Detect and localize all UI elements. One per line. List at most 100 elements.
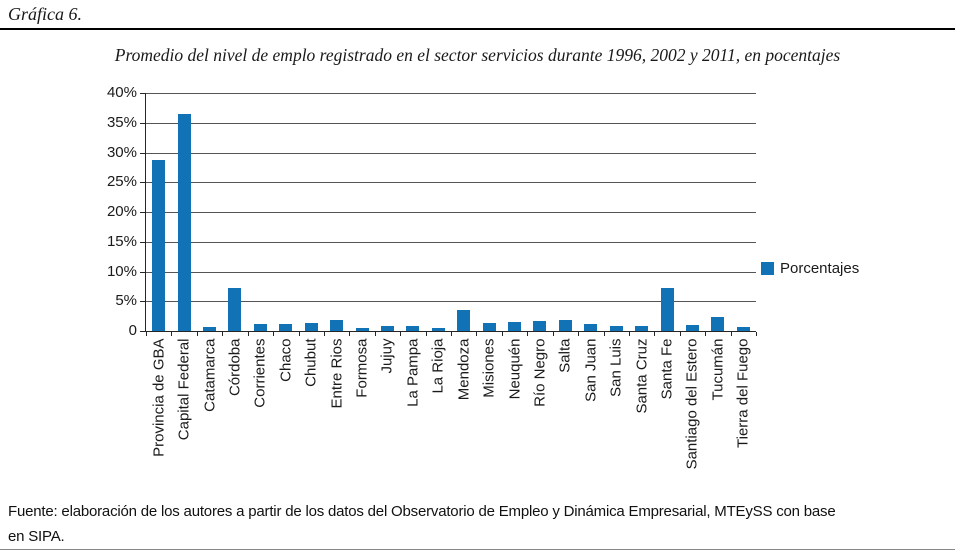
bar: [686, 325, 699, 331]
gridline: [146, 182, 756, 183]
source-note-line: en SIPA.: [8, 528, 65, 545]
bar: [152, 160, 165, 331]
x-axis-label: Capital Federal: [175, 338, 193, 441]
bar: [483, 323, 496, 331]
y-axis-tick: [140, 153, 145, 154]
bar: [356, 328, 369, 331]
x-axis-label: Tierra del Fuego: [734, 338, 752, 449]
x-axis-tick: [349, 332, 350, 336]
bar: [406, 326, 419, 331]
x-axis-tick: [375, 332, 376, 336]
x-axis-tick: [654, 332, 655, 336]
bar: [661, 288, 674, 331]
x-axis-label: Neuquén: [506, 338, 524, 400]
y-axis-label: 5%: [115, 292, 137, 309]
y-axis-tick: [140, 182, 145, 183]
gridline: [146, 212, 756, 213]
bar: [279, 324, 292, 331]
bar: [711, 317, 724, 331]
y-axis-label: 35%: [106, 114, 137, 131]
x-axis-label: Entre Rios: [328, 338, 346, 409]
x-axis-label: Santa Fe: [658, 338, 676, 400]
x-axis-tick: [578, 332, 579, 336]
bar: [254, 324, 267, 331]
x-axis-label: Salta: [556, 338, 574, 373]
x-axis-label: Misiones: [480, 338, 498, 398]
gridline: [146, 272, 756, 273]
x-axis-line: [141, 331, 756, 332]
x-axis-tick: [680, 332, 681, 336]
y-axis-label: 0: [128, 322, 137, 339]
bar: [305, 323, 318, 331]
bar: [610, 326, 623, 331]
y-axis-label: 10%: [106, 263, 137, 280]
bar: [203, 327, 216, 331]
x-axis-tick: [197, 332, 198, 336]
x-axis-tick: [604, 332, 605, 336]
x-axis-label: Santiago del Estero: [683, 338, 701, 470]
x-axis-tick: [731, 332, 732, 336]
x-axis-tick: [756, 332, 757, 336]
gridline: [146, 93, 756, 94]
gridline: [146, 123, 756, 124]
bar: [178, 114, 191, 331]
x-axis-label: Formosa: [353, 338, 371, 398]
x-axis-label: La Pampa: [404, 338, 422, 407]
source-note: Fuente: elaboración de los autores a par…: [8, 499, 952, 549]
x-axis-tick: [273, 332, 274, 336]
y-axis-label: 40%: [106, 84, 137, 101]
top-rule-divider: [0, 28, 955, 30]
legend-color-swatch: [761, 262, 774, 275]
x-axis-label: Corrientes: [251, 338, 269, 408]
x-axis-tick: [705, 332, 706, 336]
y-axis-tick: [140, 301, 145, 302]
bar: [330, 320, 343, 331]
bar: [228, 288, 241, 331]
x-axis-tick: [248, 332, 249, 336]
x-axis-label: Catamarca: [201, 338, 219, 412]
y-axis-label: 15%: [106, 233, 137, 250]
x-axis-tick: [299, 332, 300, 336]
x-axis-label: Tucumán: [709, 338, 727, 401]
x-axis-label: Santa Cruz: [633, 338, 651, 414]
x-axis-label: San Juan: [582, 338, 600, 402]
bar: [508, 322, 521, 331]
source-note-line: Fuente: elaboración de los autores a par…: [8, 503, 836, 520]
x-axis-tick: [451, 332, 452, 336]
y-axis-label: 20%: [106, 203, 137, 220]
bar: [737, 327, 750, 331]
x-axis-label: La Rioja: [429, 338, 447, 394]
x-axis-tick: [629, 332, 630, 336]
bar: [559, 320, 572, 331]
x-axis-tick: [426, 332, 427, 336]
x-axis-tick: [553, 332, 554, 336]
x-axis-label: Chubut: [302, 338, 320, 387]
x-axis-label: Córdoba: [226, 338, 244, 397]
x-axis-tick: [146, 332, 147, 336]
x-axis-label: Jujuy: [378, 338, 396, 374]
gridline: [146, 153, 756, 154]
y-axis-tick: [140, 93, 145, 94]
x-axis-label: Provincia de GBA: [150, 338, 168, 457]
y-axis-line: [145, 93, 146, 332]
y-axis-tick: [140, 212, 145, 213]
y-axis-label: 30%: [106, 144, 137, 161]
y-axis-tick: [140, 331, 145, 332]
gridline: [146, 301, 756, 302]
y-axis-tick: [140, 123, 145, 124]
x-axis-label: Chaco: [277, 338, 295, 382]
legend-label: Porcentajes: [780, 260, 860, 277]
legend: Porcentajes: [761, 260, 859, 277]
x-axis-label: San Luis: [607, 338, 625, 397]
bar: [635, 326, 648, 331]
y-axis-tick: [140, 242, 145, 243]
y-axis-tick: [140, 272, 145, 273]
x-axis-tick: [324, 332, 325, 336]
x-axis-tick: [527, 332, 528, 336]
gridline: [146, 242, 756, 243]
figure-label: Gráfica 6.: [8, 4, 82, 24]
x-axis-tick: [400, 332, 401, 336]
bar: [533, 321, 546, 331]
bar: [457, 310, 470, 331]
